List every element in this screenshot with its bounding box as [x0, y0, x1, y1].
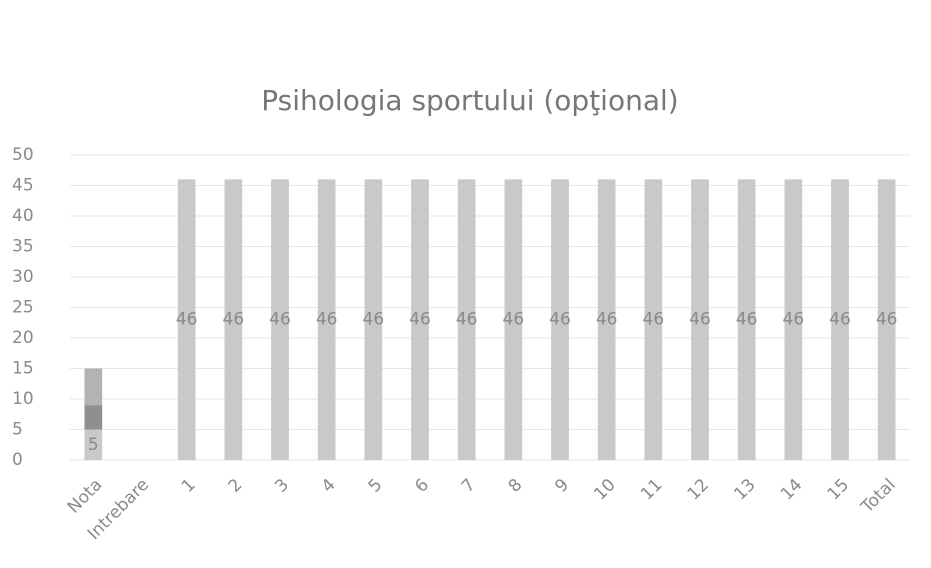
bar-segment: [224, 179, 243, 460]
y-tick-label: 30: [12, 267, 34, 287]
bar-segment: [597, 179, 616, 460]
bar-segment: [411, 179, 429, 460]
y-tick-label: 35: [12, 237, 34, 257]
data-label: 46: [223, 310, 245, 330]
data-label: 46: [549, 310, 571, 330]
data-label: 46: [596, 310, 618, 330]
bar-segment: [84, 368, 103, 406]
data-label: 46: [643, 310, 665, 330]
bar-segment: [364, 179, 383, 460]
data-label: 46: [829, 310, 851, 330]
y-tick-label: 5: [12, 420, 23, 440]
y-tick-label: 40: [12, 206, 34, 226]
bar-segment: [271, 179, 289, 460]
data-label: 46: [316, 310, 338, 330]
data-label: 46: [269, 310, 291, 330]
bar-segment: [551, 179, 569, 460]
data-label: 46: [176, 310, 198, 330]
bar-segment: [737, 179, 756, 460]
y-tick-label: 10: [12, 389, 34, 409]
bar-segment: [317, 179, 336, 460]
bar-segment: [504, 179, 523, 460]
chart-title: Psihologia sportului (opţional): [261, 84, 678, 117]
bar-segment: [784, 179, 803, 460]
y-tick-label: 15: [12, 359, 34, 379]
y-tick-label: 25: [12, 298, 34, 318]
bar-segment: [831, 179, 849, 460]
y-tick-label: 45: [12, 176, 34, 196]
data-label: 5: [88, 435, 99, 455]
data-label: 46: [503, 310, 525, 330]
bar-segment: [691, 179, 709, 460]
y-tick-label: 50: [12, 145, 34, 165]
data-label: 46: [409, 310, 431, 330]
bar-segment: [644, 179, 663, 460]
data-label: 46: [876, 310, 898, 330]
data-label: 46: [363, 310, 385, 330]
bar-segment: [177, 179, 196, 460]
data-label: 46: [736, 310, 758, 330]
bar-segment: [84, 405, 103, 430]
y-tick-label: 20: [12, 328, 34, 348]
y-tick-label: 0: [12, 450, 23, 470]
data-label: 46: [456, 310, 478, 330]
bar-segment: [457, 179, 476, 460]
bar-segment: [84, 429, 103, 460]
data-label: 46: [689, 310, 711, 330]
bar-segment: [877, 179, 896, 460]
data-label: 46: [783, 310, 805, 330]
